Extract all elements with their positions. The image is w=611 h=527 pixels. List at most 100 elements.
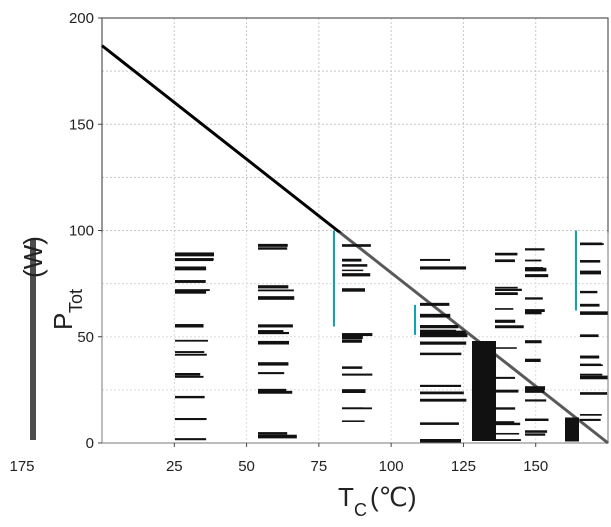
artifact-stripe <box>580 260 601 263</box>
artifact-stripe <box>342 389 366 393</box>
artifact-stripe <box>342 373 373 376</box>
artifact-stripe <box>175 290 207 294</box>
render-artifacts <box>0 230 611 477</box>
artifact-stripe <box>258 388 287 393</box>
artifact-stripe <box>342 258 362 262</box>
artifact-stripe <box>175 375 204 378</box>
artifact-stripe <box>495 288 522 291</box>
artifact-stripe <box>342 407 372 410</box>
artifact-stripe <box>175 353 207 356</box>
artifact-stripe <box>342 366 363 369</box>
artifact-stripe <box>580 375 608 380</box>
y-tick-label: 50 <box>77 329 94 346</box>
artifact-stripe <box>258 296 295 300</box>
x-axis-title-unit: (℃) <box>370 482 417 512</box>
artifact-stripe <box>175 373 201 376</box>
artifact-stripe <box>420 422 459 425</box>
artifact-stripe <box>580 392 608 395</box>
artifact-stripe <box>342 420 365 422</box>
x-left-label: 175 <box>9 458 34 475</box>
artifact-stripe <box>495 286 518 289</box>
artifact-stripe <box>420 266 467 270</box>
artifact-stripe <box>495 347 517 349</box>
artifact-stripe <box>175 438 207 441</box>
artifact-accent <box>414 304 416 335</box>
y-tick-label: 0 <box>86 435 94 452</box>
x-tick-label: 125 <box>451 458 476 475</box>
y-axis-title-unit: (W) <box>18 236 48 278</box>
x-tick-label: 100 <box>379 458 404 475</box>
artifact-stripe <box>580 413 602 416</box>
artifact-stripe <box>420 398 467 402</box>
y-tick-label: 150 <box>69 116 94 133</box>
artifact-stripe <box>258 247 288 250</box>
artifact-stripe <box>420 341 467 345</box>
artifact-stripe <box>525 309 545 313</box>
artifact-band <box>0 232 611 477</box>
artifact-stripe <box>525 358 541 362</box>
artifact-stripe <box>580 243 604 245</box>
artifact-stripe <box>342 264 368 267</box>
artifact-stripe <box>495 432 520 435</box>
artifact-stripe <box>258 243 288 247</box>
artifact-stripe <box>580 373 603 376</box>
artifact-stripe <box>495 252 518 256</box>
artifact-stripe <box>580 303 600 307</box>
artifact-stripe <box>258 285 289 289</box>
artifact-stripe <box>258 372 285 375</box>
artifact-stripe <box>175 258 214 261</box>
artifact-stripe <box>580 311 608 315</box>
artifact-stripe <box>580 418 601 421</box>
artifact-stripe <box>342 333 373 337</box>
x-tick-label: 50 <box>238 458 255 475</box>
y-axis-title: P Tot (W) <box>18 236 86 330</box>
artifact-stripe <box>525 399 547 402</box>
artifact-stripe <box>342 335 363 340</box>
artifact-stripe <box>495 439 521 441</box>
artifact-stripe <box>258 432 288 435</box>
artifact-stripe <box>342 273 371 277</box>
artifact-stripe <box>420 313 451 318</box>
artifact-accent <box>333 230 335 327</box>
artifact-stripe <box>495 421 515 424</box>
artifact-stripe <box>420 325 459 329</box>
y-tick-label: 100 <box>69 223 94 240</box>
artifact-stripe <box>525 267 544 271</box>
x-axis-title-subscript: C <box>354 500 367 520</box>
artifact-stripe <box>495 319 516 323</box>
artifact-stripe <box>420 330 466 334</box>
tick-layer: 0 50 100 150 200 25 50 75 100 125 150 175 <box>9 10 548 475</box>
artifact-stripe <box>580 270 602 275</box>
artifact-stripe <box>420 391 464 395</box>
artifact-stripe <box>258 324 293 328</box>
artifact-stripe <box>525 386 546 391</box>
grid-layer <box>102 18 608 443</box>
artifact-stripe <box>420 439 461 443</box>
artifact-stripe <box>580 334 599 338</box>
artifact-stripe <box>495 259 515 263</box>
artifact-stripe <box>580 364 603 367</box>
artifact-stripe <box>342 244 371 247</box>
artifact-stripe <box>175 252 215 257</box>
artifact-stripe <box>525 340 542 344</box>
artifact-stripe <box>525 297 543 300</box>
x-tick-label: 150 <box>523 458 548 475</box>
artifact-stripe <box>495 407 516 410</box>
artifact-stripe <box>495 308 514 310</box>
artifact-stripe <box>258 362 289 366</box>
artifact-stripe <box>175 351 205 353</box>
artifact-stripe <box>258 434 297 439</box>
artifact-stripe <box>495 422 521 426</box>
artifact-stripe <box>175 266 207 271</box>
artifact-column <box>30 240 36 440</box>
x-tick-label: 25 <box>166 458 183 475</box>
artifact-stripe <box>258 289 294 292</box>
artifact-stripe <box>525 433 546 436</box>
artifact-stripe <box>175 280 206 283</box>
artifact-stripe <box>342 269 364 272</box>
artifact-stripe <box>495 325 524 329</box>
artifact-stripe <box>342 339 363 342</box>
artifact-stripe <box>525 274 549 278</box>
